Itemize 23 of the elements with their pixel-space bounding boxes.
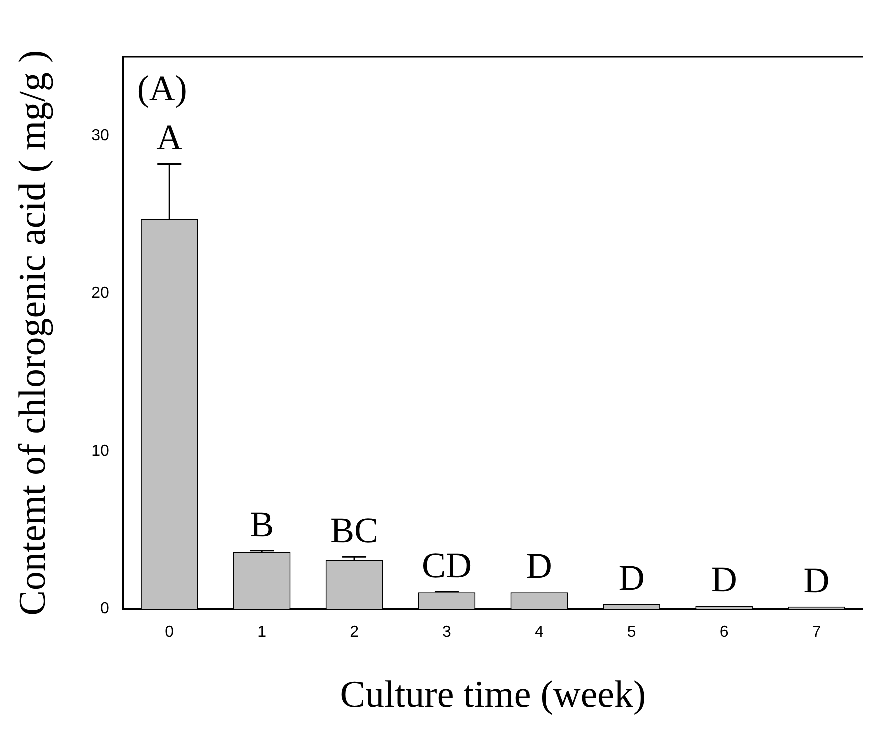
x-tick-label: 5 [627, 624, 636, 642]
annotation: CD [422, 545, 472, 586]
y-tick-label: 30 [92, 127, 110, 144]
annotation: D [526, 546, 552, 586]
x-tick-label: 1 [258, 624, 267, 642]
annotation: D [618, 558, 645, 598]
x-axis-title: Culture time (week) [340, 674, 646, 716]
y-tick-label: 10 [92, 442, 110, 460]
x-tick-label: 0 [165, 624, 174, 642]
y-tick-label: 20 [92, 285, 110, 302]
x-tick-label: 4 [534, 624, 544, 642]
annotation: D [711, 560, 738, 600]
x-tick-label: 3 [442, 624, 452, 642]
annotation: B [250, 504, 274, 544]
annotation: A [156, 118, 183, 158]
x-tick-label: 2 [350, 624, 360, 642]
annotation: (A) [137, 68, 188, 108]
x-tick-label: 7 [812, 624, 822, 642]
y-tick-label: 0 [100, 600, 110, 618]
y-axis-title: Contemt of chlorogenic acid ( mg/g ) [12, 50, 54, 616]
annotation: BC [330, 510, 379, 551]
x-tick-label: 6 [720, 624, 729, 642]
annotation: D [804, 560, 830, 600]
